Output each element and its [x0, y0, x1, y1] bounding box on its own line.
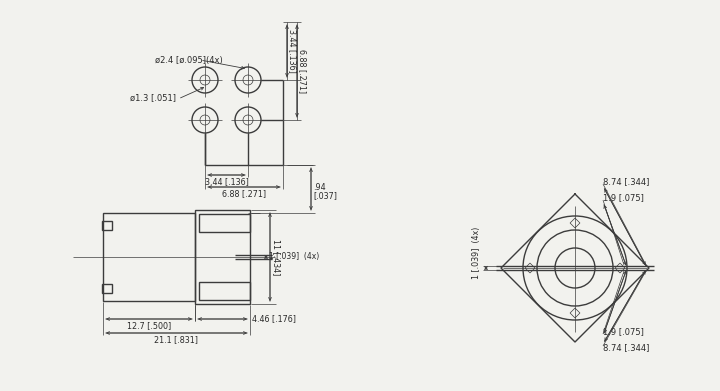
Text: 1 [.039]  (4x): 1 [.039] (4x): [472, 227, 481, 279]
Text: 21.1 [.831]: 21.1 [.831]: [155, 335, 199, 344]
Bar: [570, 218, 580, 228]
Text: 11 [.434]: 11 [.434]: [272, 239, 281, 275]
Text: .94: .94: [313, 183, 325, 192]
Bar: [103, 213, 195, 301]
Bar: [525, 263, 535, 273]
Bar: [615, 263, 625, 273]
Text: 6.88 [.271]: 6.88 [.271]: [298, 49, 307, 93]
Text: 1.9 [.075]: 1.9 [.075]: [603, 328, 644, 337]
Bar: [195, 210, 250, 304]
Text: 4.46 [.176]: 4.46 [.176]: [252, 314, 296, 323]
Text: ø2.4 [ø.095](4x): ø2.4 [ø.095](4x): [155, 56, 222, 65]
Text: 3.44 [.136]: 3.44 [.136]: [288, 29, 297, 73]
Text: 3.44 [.136]: 3.44 [.136]: [204, 178, 248, 187]
Text: 12.7 [.500]: 12.7 [.500]: [127, 321, 171, 330]
Bar: [199, 214, 250, 232]
Text: 1.9 [.075]: 1.9 [.075]: [603, 194, 644, 203]
Text: [.037]: [.037]: [313, 192, 337, 201]
Text: 6.88 [.271]: 6.88 [.271]: [222, 190, 266, 199]
Text: ø1.3 [.051]: ø1.3 [.051]: [130, 93, 176, 102]
Bar: [102, 284, 112, 293]
Text: 8.74 [.344]: 8.74 [.344]: [603, 344, 649, 353]
Bar: [199, 282, 250, 300]
Bar: [570, 308, 580, 318]
Text: 1 [.039]  (4x): 1 [.039] (4x): [269, 253, 319, 262]
Bar: [102, 221, 112, 230]
Text: 8.74 [.344]: 8.74 [.344]: [603, 178, 649, 187]
